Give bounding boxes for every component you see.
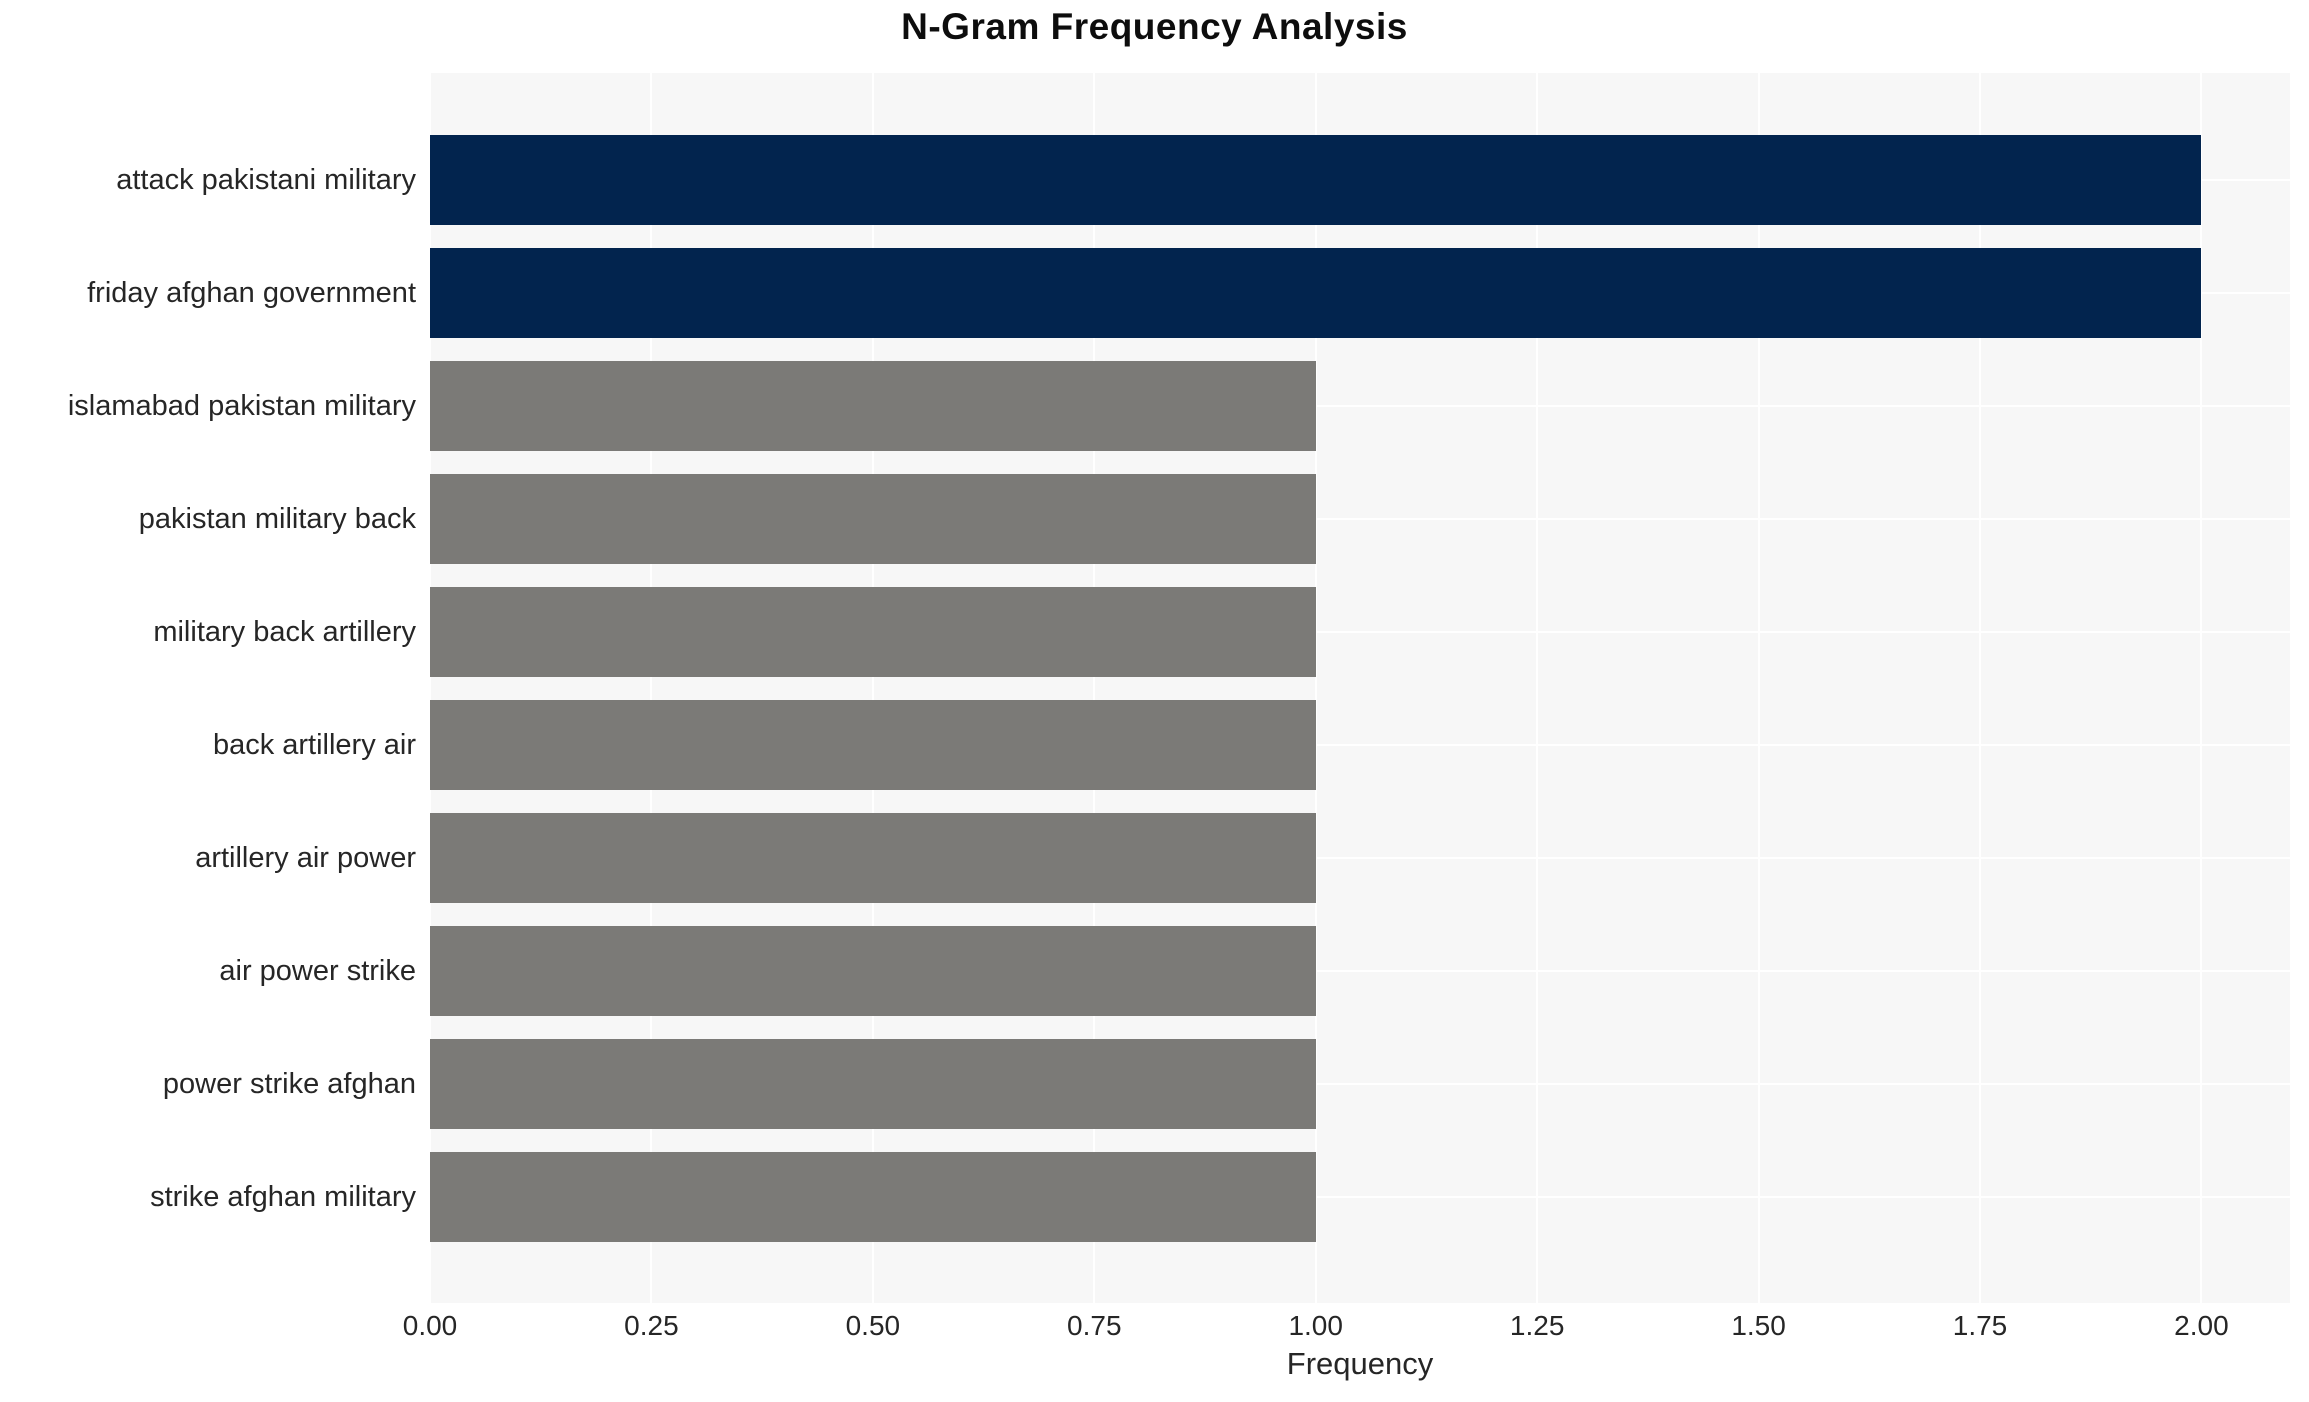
- x-tick-label: 1.00: [1288, 1310, 1343, 1341]
- y-tick-label: military back artillery: [153, 615, 416, 648]
- y-tick-label: back artillery air: [212, 728, 416, 761]
- y-gridline: [430, 856, 2290, 859]
- x-axis-title: Frequency: [1286, 1346, 1434, 1381]
- x-tick-label: 1.75: [1952, 1310, 2008, 1341]
- x-tick-label: 0.50: [845, 1310, 901, 1341]
- y-gridline: [430, 1082, 2290, 1085]
- x-gridline: [1979, 73, 1981, 1303]
- x-tick-label: 2.00: [2174, 1310, 2229, 1341]
- y-tick-label: friday afghan government: [87, 276, 416, 309]
- y-tick-label: pakistan military back: [138, 502, 416, 535]
- bar-back-artillery-air: [430, 699, 1316, 790]
- x-gridline: [650, 73, 653, 1303]
- x-tick-label: 1.50: [1731, 1310, 1786, 1341]
- y-tick-label: air power strike: [219, 954, 416, 987]
- x-gridline: [1093, 73, 1096, 1303]
- bar-pakistan-military-back: [430, 473, 1316, 564]
- x-gridline: [2200, 73, 2203, 1303]
- bar-military-back-artillery: [430, 586, 1316, 677]
- bar-islamabad-pakistan-military: [430, 360, 1316, 451]
- x-tick-label: 0.00: [402, 1310, 458, 1341]
- y-tick-label: attack pakistani military: [116, 163, 416, 196]
- bar-strike-afghan-military: [430, 1151, 1316, 1242]
- y-gridline: [430, 517, 2290, 520]
- bar-power-strike-afghan: [430, 1038, 1316, 1129]
- bar-artillery-air-power: [430, 812, 1316, 903]
- bar-attack-pakistani-military: [430, 134, 2202, 225]
- plot-area: [429, 73, 2290, 1303]
- y-tick-label: islamabad pakistan military: [67, 389, 416, 422]
- y-gridline: [430, 404, 2290, 407]
- bar-friday-afghan-government: [430, 247, 2202, 338]
- x-gridline: [1536, 73, 1539, 1303]
- x-tick-label: 0.75: [1067, 1310, 1122, 1341]
- chart-title: N-Gram Frequency Analysis: [901, 6, 1408, 47]
- y-gridline: [430, 630, 2290, 633]
- x-gridline: [1314, 73, 1317, 1303]
- y-tick-label: power strike afghan: [162, 1067, 416, 1100]
- x-gridline: [429, 73, 431, 1303]
- x-tick-label: 1.25: [1509, 1310, 1565, 1341]
- x-tick-label: 0.25: [624, 1310, 679, 1341]
- bar-air-power-strike: [430, 925, 1316, 1016]
- x-gridline: [1757, 73, 1760, 1303]
- x-gridline: [871, 73, 874, 1303]
- y-gridline: [430, 1195, 2290, 1198]
- y-gridline: [430, 969, 2290, 972]
- y-tick-label: strike afghan military: [150, 1180, 416, 1213]
- y-gridline: [430, 743, 2290, 746]
- y-tick-label: artillery air power: [195, 841, 416, 874]
